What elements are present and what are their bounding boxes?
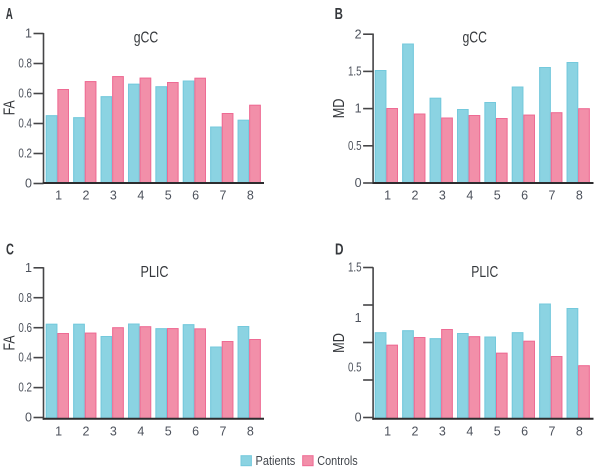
svg-text:8: 8 bbox=[576, 189, 583, 203]
svg-text:A: A bbox=[6, 6, 13, 23]
svg-text:MD: MD bbox=[331, 333, 348, 353]
svg-text:FA: FA bbox=[2, 100, 19, 116]
svg-text:1: 1 bbox=[25, 27, 32, 41]
svg-text:2: 2 bbox=[355, 27, 362, 41]
svg-text:1.5: 1.5 bbox=[348, 261, 362, 275]
svg-text:gCC: gCC bbox=[462, 29, 487, 46]
svg-text:3: 3 bbox=[439, 189, 446, 203]
svg-text:B: B bbox=[335, 6, 343, 23]
svg-text:4: 4 bbox=[466, 424, 473, 438]
svg-text:2: 2 bbox=[83, 424, 90, 438]
svg-text:0.8: 0.8 bbox=[18, 291, 32, 305]
svg-text:PLIC: PLIC bbox=[141, 264, 169, 281]
svg-text:0.5: 0.5 bbox=[348, 139, 362, 153]
svg-text:6: 6 bbox=[192, 189, 199, 203]
svg-text:0.4: 0.4 bbox=[18, 117, 32, 131]
svg-text:1.5: 1.5 bbox=[348, 65, 362, 79]
svg-text:8: 8 bbox=[576, 424, 583, 438]
svg-text:3: 3 bbox=[439, 424, 446, 438]
svg-text:1: 1 bbox=[55, 424, 62, 438]
svg-text:1: 1 bbox=[25, 261, 32, 275]
svg-text:0: 0 bbox=[25, 177, 32, 191]
svg-text:4: 4 bbox=[466, 189, 473, 203]
svg-text:0.6: 0.6 bbox=[18, 87, 32, 101]
svg-text:0: 0 bbox=[355, 176, 362, 190]
svg-text:8: 8 bbox=[247, 189, 254, 203]
svg-text:0.5: 0.5 bbox=[348, 361, 362, 375]
svg-text:PLIC: PLIC bbox=[471, 264, 498, 281]
svg-text:0.2: 0.2 bbox=[18, 147, 32, 161]
svg-text:2: 2 bbox=[83, 189, 90, 203]
svg-text:7: 7 bbox=[549, 189, 556, 203]
svg-text:C: C bbox=[6, 242, 14, 259]
svg-text:1: 1 bbox=[355, 311, 362, 325]
svg-text:D: D bbox=[335, 242, 344, 259]
svg-text:7: 7 bbox=[220, 424, 227, 438]
svg-text:FA: FA bbox=[2, 335, 19, 351]
svg-text:1: 1 bbox=[384, 189, 391, 203]
svg-text:gCC: gCC bbox=[134, 29, 159, 46]
svg-text:7: 7 bbox=[220, 189, 227, 203]
svg-text:0: 0 bbox=[25, 411, 32, 425]
svg-text:0.4: 0.4 bbox=[18, 351, 32, 365]
svg-text:MD: MD bbox=[331, 99, 348, 119]
svg-text:8: 8 bbox=[247, 424, 254, 438]
svg-text:4: 4 bbox=[137, 424, 144, 438]
svg-text:2: 2 bbox=[412, 424, 419, 438]
svg-text:5: 5 bbox=[165, 189, 172, 203]
svg-text:Controls: Controls bbox=[317, 453, 358, 468]
svg-text:1: 1 bbox=[355, 102, 362, 116]
svg-text:6: 6 bbox=[192, 424, 199, 438]
svg-text:0.2: 0.2 bbox=[18, 381, 32, 395]
svg-text:4: 4 bbox=[137, 189, 144, 203]
svg-text:2: 2 bbox=[412, 189, 419, 203]
svg-text:7: 7 bbox=[549, 424, 556, 438]
svg-text:0.6: 0.6 bbox=[18, 321, 32, 335]
svg-text:6: 6 bbox=[521, 189, 528, 203]
svg-text:5: 5 bbox=[165, 424, 172, 438]
svg-text:5: 5 bbox=[494, 424, 501, 438]
svg-text:3: 3 bbox=[110, 424, 117, 438]
svg-text:0.8: 0.8 bbox=[18, 57, 32, 71]
svg-text:0: 0 bbox=[355, 411, 362, 425]
svg-text:6: 6 bbox=[521, 424, 528, 438]
svg-text:Patients: Patients bbox=[256, 453, 296, 468]
svg-text:3: 3 bbox=[110, 189, 117, 203]
svg-text:5: 5 bbox=[494, 189, 501, 203]
svg-text:1: 1 bbox=[55, 189, 62, 203]
svg-text:1: 1 bbox=[384, 424, 391, 438]
